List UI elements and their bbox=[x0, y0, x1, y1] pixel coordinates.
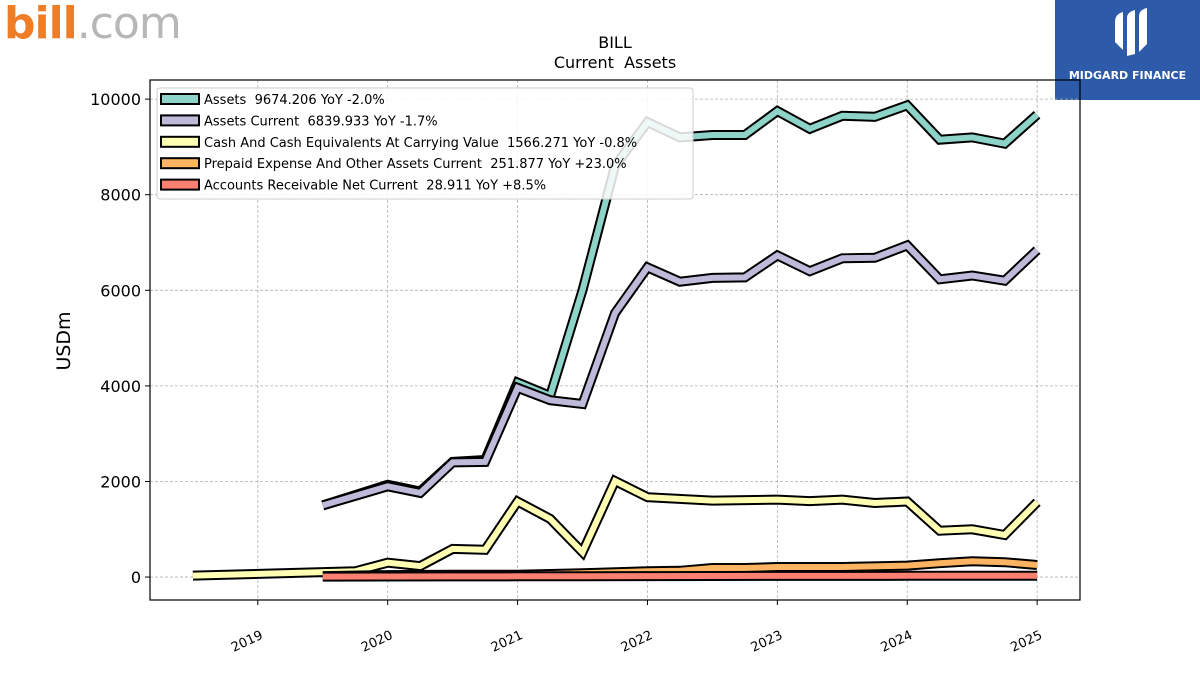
y-tick-label: 2000 bbox=[100, 472, 141, 491]
legend-swatch bbox=[160, 114, 200, 127]
legend-swatch bbox=[160, 178, 200, 191]
series-line bbox=[192, 476, 1040, 579]
legend-swatch bbox=[160, 93, 200, 105]
series-4 bbox=[322, 570, 1038, 582]
legend-label: Assets 9674.206 YoY -2.0% bbox=[204, 93, 385, 108]
bill-logo-brand: bill bbox=[4, 0, 78, 49]
midgard-emblem-icon bbox=[1115, 8, 1147, 56]
y-tick-label: 10000 bbox=[90, 90, 141, 109]
x-tick-label: 2025 bbox=[1008, 628, 1044, 656]
midgard-finance-logo-text: MIDGARD FINANCE bbox=[1068, 69, 1187, 82]
legend-label: Prepaid Expense And Other Assets Current… bbox=[204, 157, 627, 172]
series-2 bbox=[192, 474, 1041, 581]
x-tick-label: 2019 bbox=[229, 628, 265, 656]
y-tick-label: 6000 bbox=[100, 281, 141, 300]
legend-box bbox=[156, 87, 694, 200]
y-tick-label: 8000 bbox=[100, 186, 141, 205]
x-tick-label: 2021 bbox=[489, 628, 525, 656]
legend: Assets 9674.206 YoY -2.0% Assets Current … bbox=[156, 87, 694, 200]
y-axis-label: USDm bbox=[53, 311, 75, 370]
series-1 bbox=[321, 239, 1041, 511]
x-tick-label: 2024 bbox=[879, 628, 915, 656]
legend-swatch bbox=[160, 157, 200, 170]
x-tick-label: 2020 bbox=[359, 628, 395, 656]
x-tick-label: 2023 bbox=[749, 628, 785, 656]
y-tick-label: 4000 bbox=[100, 377, 141, 396]
series-line bbox=[322, 572, 1038, 580]
chart-title: BILL bbox=[598, 33, 632, 52]
bill-logo-suffix: .com bbox=[76, 0, 182, 49]
y-tick-label: 0 bbox=[131, 568, 141, 587]
legend-swatch bbox=[160, 135, 200, 148]
plot-frame bbox=[149, 79, 1081, 601]
bill-logo: bill.com bbox=[4, 0, 182, 49]
midgard-finance-logo: MIDGARD FINANCE bbox=[1055, 0, 1200, 100]
legend-label: Cash And Cash Equivalents At Carrying Va… bbox=[204, 136, 637, 151]
series-layer bbox=[192, 99, 1041, 582]
x-tick-label: 2022 bbox=[619, 628, 655, 656]
legend-label: Accounts Receivable Net Current 28.911 Y… bbox=[204, 179, 546, 194]
series-line bbox=[321, 241, 1040, 509]
chart-subtitle: Current Assets bbox=[554, 53, 676, 72]
legend-label: Assets Current 6839.933 YoY -1.7% bbox=[204, 114, 438, 129]
